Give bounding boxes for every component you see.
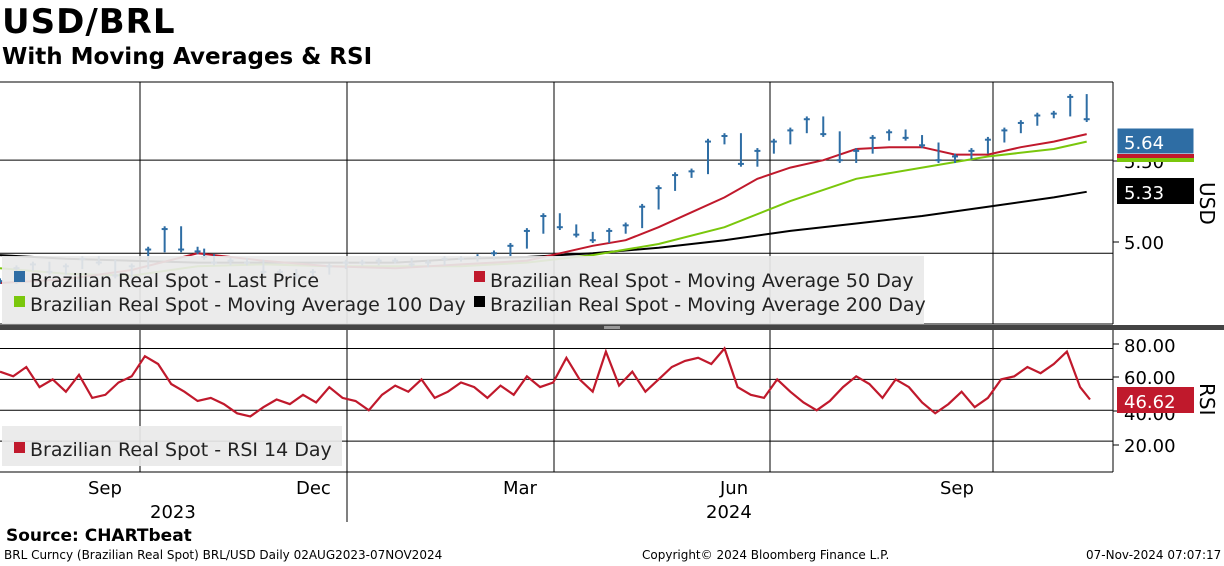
- x-year-2024: 2024: [706, 502, 752, 523]
- legend-label-ma100: Brazilian Real Spot - Moving Average 100…: [30, 294, 466, 316]
- footer-timestamp: 07-Nov-2024 07:07:17: [1086, 548, 1222, 562]
- price-axis-label: USD: [1195, 182, 1219, 225]
- chart-subtitle: With Moving Averages & RSI: [2, 44, 373, 70]
- legend-swatch-last-price: [14, 271, 25, 282]
- rsi-tick-20: 20.00: [1124, 436, 1176, 457]
- x-tick-jun: Jun: [719, 478, 748, 499]
- panel-separator-grip: [604, 326, 620, 329]
- legend-swatch-rsi: [14, 442, 25, 453]
- rsi-legend-box: [2, 426, 342, 466]
- badge-rsi: [1117, 387, 1194, 413]
- x-tick-dec: Dec: [296, 478, 331, 499]
- x-tick-sep-2024: Sep: [940, 478, 974, 499]
- footer-ticker: BRL Curncy (Brazilian Real Spot) BRL/USD…: [4, 548, 443, 562]
- legend-label-rsi: Brazilian Real Spot - RSI 14 Day: [30, 439, 332, 461]
- badge-rsi-value: 46.62: [1124, 392, 1176, 413]
- source-note: Source: CHARTbeat: [6, 526, 192, 546]
- chart-title: USD/BRL: [2, 2, 176, 42]
- badge-last-price-value: 5.64: [1124, 133, 1164, 154]
- legend-swatch-ma200: [474, 296, 485, 307]
- rsi-tick-80: 80.00: [1124, 336, 1176, 357]
- legend-label-ma200: Brazilian Real Spot - Moving Average 200…: [490, 294, 926, 316]
- series-line-rsi-14-day: [0, 346, 1091, 418]
- badge-ma200: [1117, 178, 1194, 204]
- footer-copyright: Copyright© 2024 Bloomberg Finance L.P.: [642, 548, 890, 562]
- rsi-axis-label: RSI: [1195, 383, 1219, 416]
- x-tick-mar: Mar: [503, 478, 538, 499]
- price-tick-5-00: 5.00: [1124, 233, 1164, 254]
- badge-ma100-strip: [1117, 158, 1194, 162]
- badge-ma50-strip: [1117, 154, 1194, 158]
- legend-swatch-ma50: [474, 271, 485, 282]
- badge-ma200-value: 5.33: [1124, 183, 1164, 204]
- legend-label-ma50: Brazilian Real Spot - Moving Average 50 …: [490, 270, 914, 292]
- x-year-2023: 2023: [150, 502, 196, 523]
- rsi-layer: [0, 346, 1091, 418]
- x-tick-sep-2023: Sep: [88, 478, 122, 499]
- rsi-tick-60: 60.00: [1124, 368, 1176, 389]
- legend-label-last-price: Brazilian Real Spot - Last Price: [30, 270, 319, 292]
- legend-swatch-ma100: [14, 296, 25, 307]
- price-layer: [0, 94, 1090, 284]
- price-legend-box: [2, 256, 924, 324]
- badge-last-price: [1116, 127, 1195, 155]
